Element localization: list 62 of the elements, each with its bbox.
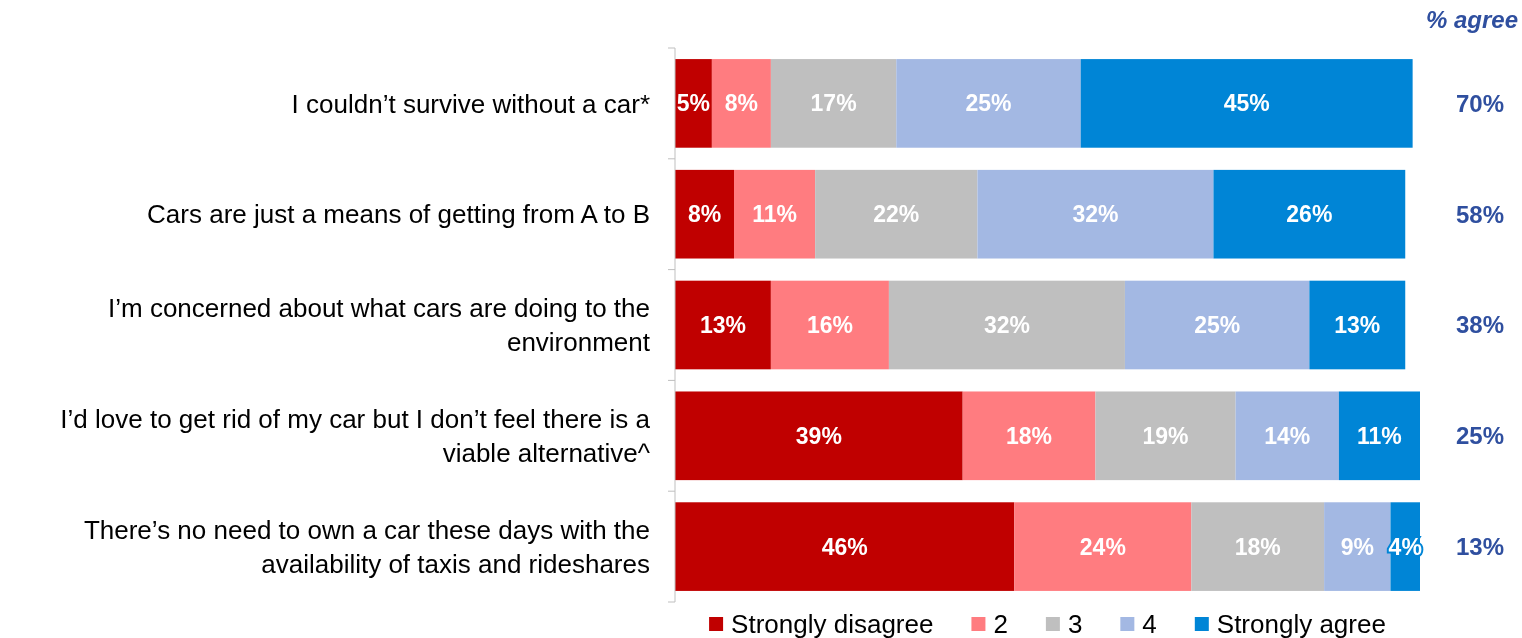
bar <box>675 391 963 481</box>
data-label: 16% <box>806 312 853 339</box>
legend-label: Strongly agree <box>1216 609 1386 638</box>
data-label: 14% <box>1264 422 1311 449</box>
bar <box>1191 502 1325 591</box>
data-label: 32% <box>983 312 1030 339</box>
legend-label: 2 <box>993 609 1008 638</box>
bar <box>770 59 897 148</box>
bar <box>1014 502 1192 591</box>
bar <box>675 502 1015 591</box>
data-label: 9% <box>1340 533 1374 560</box>
y-tick-label: There’s no need to own a car these days with the availability of taxis and rideshares <box>83 514 650 579</box>
y-tick-label: I’m concerned about what cars are doing to the environment <box>108 293 651 358</box>
bar <box>734 169 816 259</box>
y-tick-label: I’d love to get rid of my car but I don’t feel there is a viable alternative^ <box>60 403 651 468</box>
data-label: 25% <box>1194 312 1241 339</box>
bar <box>711 59 771 148</box>
bar <box>962 391 1096 481</box>
data-label: 25% <box>965 90 1012 117</box>
text: 58% <box>1455 200 1505 228</box>
bar <box>1124 280 1310 370</box>
data-label: 22% <box>873 201 920 228</box>
bar <box>770 280 889 370</box>
data-label: 5% <box>676 90 711 117</box>
bar <box>675 169 735 259</box>
bar <box>1095 391 1236 481</box>
legend-label: 3 <box>1067 609 1083 638</box>
text: 38% <box>1455 311 1505 339</box>
bar <box>896 59 1081 148</box>
data-label: 18% <box>1234 533 1281 560</box>
bar <box>977 169 1214 259</box>
y-tick-label: I couldn’t survive without a car* <box>291 88 650 119</box>
data-label: 18% <box>1006 422 1053 449</box>
bar <box>1213 169 1406 259</box>
data-label: 19% <box>1142 422 1189 449</box>
data-label: 17% <box>810 90 857 117</box>
bar <box>888 280 1125 370</box>
data-label: 8% <box>687 201 722 228</box>
data-label: 32% <box>1072 201 1119 228</box>
bar <box>1080 59 1413 148</box>
data-label: 11% <box>752 201 797 228</box>
bar <box>815 169 978 259</box>
data-label: 46% <box>821 533 868 560</box>
data-label: 24% <box>1079 533 1126 560</box>
bar <box>1338 391 1420 481</box>
data-label: 26% <box>1286 201 1333 228</box>
text: % agree <box>1425 6 1518 34</box>
legend-label: 4 <box>1142 609 1157 638</box>
legend-label: Strongly disagree <box>731 609 934 638</box>
data-label: 39% <box>795 422 842 449</box>
data-label: 11% <box>1357 422 1402 449</box>
text: 13% <box>1455 533 1505 560</box>
data-label: 13% <box>1334 312 1381 339</box>
data-label: 45% <box>1223 90 1270 117</box>
bar <box>1309 280 1406 370</box>
text: 70% <box>1455 89 1505 117</box>
y-tick-label: Cars are just a means of getting from A to B <box>147 199 650 230</box>
bar <box>1235 391 1339 481</box>
bar <box>675 280 771 370</box>
data-label: 8% <box>724 90 759 117</box>
data-label: 13% <box>699 312 746 339</box>
text: 25% <box>1455 422 1505 450</box>
